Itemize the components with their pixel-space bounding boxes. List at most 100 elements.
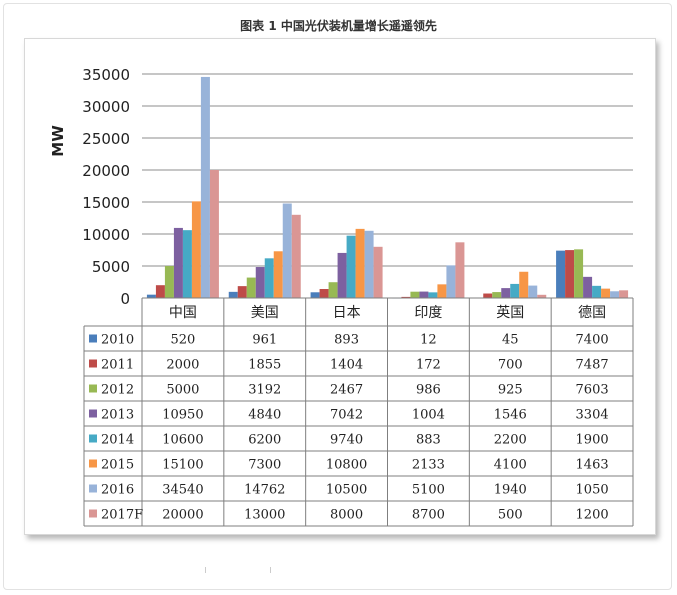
bar	[255, 267, 265, 298]
bar	[565, 250, 575, 298]
bar	[537, 294, 547, 298]
table-value: 2200	[494, 433, 527, 448]
table-value: 3192	[248, 383, 281, 398]
legend-key	[89, 334, 97, 343]
bar	[355, 228, 365, 298]
chart-frame: 0 5000 10000 15000 20000 25000 30000 35000 MW 中国 美…	[24, 38, 656, 535]
y-tick-label: 5000	[92, 258, 130, 276]
y-tick-label: 20000	[82, 162, 130, 180]
table-value: 7300	[248, 458, 281, 473]
table-value: 500	[498, 508, 523, 523]
legend-label: 2016	[101, 483, 134, 498]
table-value: 9740	[330, 433, 363, 448]
bar	[264, 258, 274, 298]
table-value: 13000	[244, 508, 285, 523]
bar	[592, 285, 602, 298]
bar	[519, 271, 529, 298]
bar	[246, 277, 256, 298]
legend-label: 2010	[101, 333, 134, 348]
table-value: 8000	[330, 508, 363, 523]
bar	[282, 203, 292, 298]
decor-dot	[270, 567, 271, 573]
y-axis-label: MW	[49, 125, 67, 157]
table-value: 6200	[248, 433, 281, 448]
bar	[428, 292, 438, 298]
legend-key	[89, 359, 97, 368]
table-value: 1463	[576, 458, 609, 473]
table-value: 1404	[330, 358, 363, 373]
table-value: 10950	[162, 408, 203, 423]
bar	[328, 282, 338, 298]
legend-key	[89, 484, 97, 493]
table-value: 883	[416, 433, 441, 448]
bar	[182, 230, 192, 298]
y-tick-label: 25000	[82, 130, 130, 148]
bar	[419, 291, 429, 298]
bar	[146, 294, 156, 298]
legend-label: 2014	[101, 433, 134, 448]
table-value: 10500	[326, 483, 367, 498]
table-value: 8700	[412, 508, 445, 523]
legend-key	[89, 434, 97, 443]
bar	[273, 251, 283, 298]
bar	[556, 250, 566, 298]
bar	[492, 292, 502, 298]
legend-label: 2013	[101, 408, 134, 423]
bar	[446, 265, 456, 298]
bar	[455, 242, 465, 298]
bar	[228, 291, 238, 298]
bar	[610, 291, 620, 298]
bar	[237, 286, 247, 298]
legend-label: 2017F	[101, 508, 143, 523]
table-value: 7487	[576, 358, 609, 373]
table-value: 7042	[330, 408, 363, 423]
y-tick-label: 0	[120, 290, 130, 308]
category-label: 印度	[414, 305, 442, 321]
category-label: 日本	[333, 305, 361, 321]
table-value: 14762	[244, 483, 285, 498]
bar	[337, 252, 347, 298]
y-tick-label: 35000	[82, 66, 130, 84]
table-value: 34540	[162, 483, 203, 498]
bar	[164, 266, 174, 298]
bar	[483, 293, 493, 298]
bar	[528, 285, 538, 298]
table-value: 2133	[412, 458, 445, 473]
table-value: 893	[334, 333, 359, 348]
legend-key	[89, 509, 97, 518]
bar	[319, 289, 329, 298]
bar	[437, 284, 447, 298]
bar	[191, 201, 201, 298]
legend-key	[89, 384, 97, 393]
table-value: 10600	[162, 433, 203, 448]
installed-capacity-chart: 0 5000 10000 15000 20000 25000 30000 35000 MW 中国 美…	[49, 66, 634, 527]
table-value: 2467	[330, 383, 363, 398]
category-label: 中国	[169, 305, 197, 321]
bar	[410, 291, 420, 298]
bar	[291, 214, 301, 298]
category-label: 美国	[251, 305, 279, 321]
decor-dot	[205, 567, 206, 573]
table-value: 925	[498, 383, 523, 398]
table-value: 986	[416, 383, 441, 398]
table-value: 1004	[412, 408, 445, 423]
bar	[373, 246, 383, 298]
table-value: 7400	[576, 333, 609, 348]
legend-label: 2012	[101, 383, 134, 398]
y-tick-label: 15000	[82, 194, 130, 212]
legend-label: 2015	[101, 458, 134, 473]
bar	[310, 292, 320, 298]
table-value: 1546	[494, 408, 527, 423]
table-value: 5000	[166, 383, 199, 398]
bar	[574, 249, 584, 298]
bar	[510, 283, 520, 298]
table-value: 4840	[248, 408, 281, 423]
bar	[619, 290, 629, 298]
y-tick-label: 10000	[82, 226, 130, 244]
bar	[401, 296, 411, 298]
bar	[364, 230, 374, 298]
legend-key	[89, 409, 97, 418]
table-value: 3304	[576, 408, 609, 423]
bar	[155, 285, 165, 298]
table-value: 1200	[576, 508, 609, 523]
